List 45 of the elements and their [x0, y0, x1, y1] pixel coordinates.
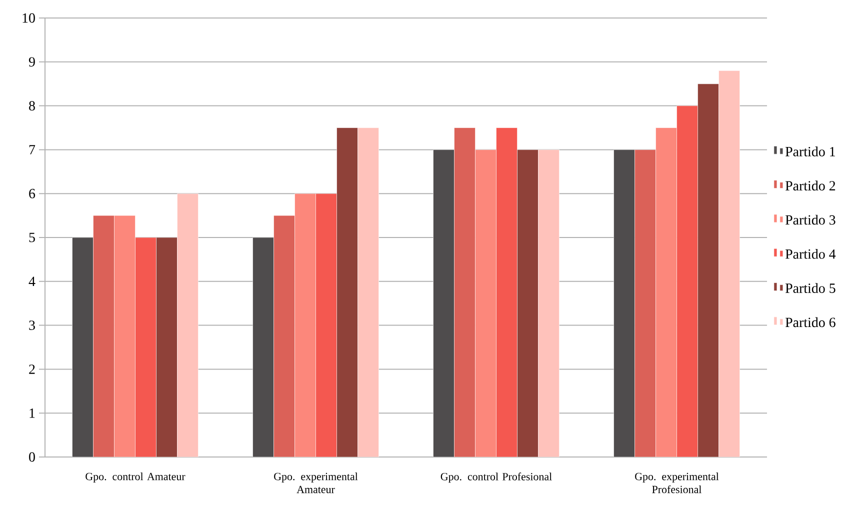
bar [156, 237, 178, 457]
bar [634, 150, 656, 457]
bar [698, 84, 719, 457]
legend-label: Partido 1 [785, 146, 835, 156]
legend-label: Partido 4 [785, 248, 836, 259]
y-tick-label: 9 [28, 57, 35, 67]
legend-label: Partido 5 [785, 283, 836, 293]
x-tick-label: Gpo. control Profesional [440, 472, 552, 483]
bar [718, 70, 740, 457]
legend-label: Partido 6 [785, 317, 836, 328]
bar [676, 106, 698, 457]
bar [358, 128, 379, 457]
bar [114, 215, 136, 457]
bar [496, 128, 518, 457]
y-tick-label: 7 [29, 145, 36, 154]
bar [614, 150, 635, 457]
bar [538, 150, 560, 457]
x-tick-label: Gpo. experimental Amateur [274, 472, 358, 494]
legend-label: Partido 3 [785, 214, 836, 225]
bar [454, 128, 476, 457]
bar [135, 237, 156, 457]
x-tick-label: Gpo. control Amateur [86, 472, 186, 482]
bar [294, 193, 316, 457]
bar [72, 237, 94, 457]
x-tick-label: Gpo. experimental Profesional [635, 472, 719, 494]
y-tick-label: 6 [29, 188, 36, 198]
y-tick-label: 3 [29, 320, 35, 330]
bar [336, 128, 358, 457]
y-tick-label: 4 [28, 276, 36, 286]
y-tick-label: 10 [22, 13, 35, 23]
bar [93, 215, 114, 457]
y-tick-label: 0 [29, 452, 35, 462]
bar [433, 150, 454, 457]
y-tick-label: 2 [29, 364, 35, 374]
bar [177, 193, 198, 457]
legend-label: Partido 2 [785, 180, 836, 190]
bar [656, 128, 677, 457]
y-tick-label: 5 [29, 232, 35, 242]
bar [316, 193, 337, 457]
bar [274, 215, 295, 457]
bar [252, 237, 274, 457]
y-tick-label: 8 [29, 101, 35, 111]
y-tick-label: 1 [30, 408, 35, 418]
bar [517, 150, 538, 457]
bar [475, 150, 496, 457]
